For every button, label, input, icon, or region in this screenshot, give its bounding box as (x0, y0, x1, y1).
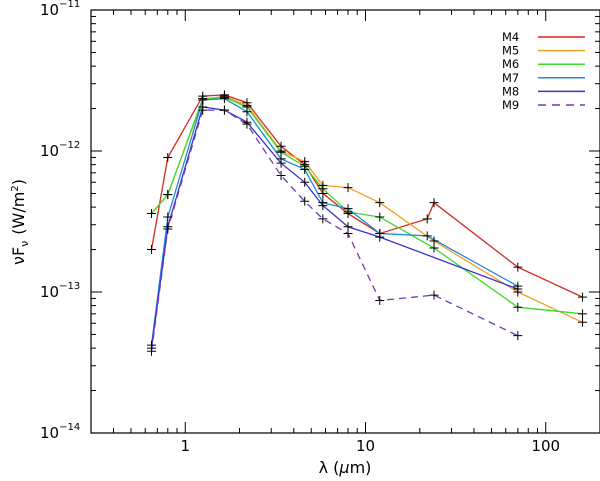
data-point-m7 (163, 212, 173, 222)
series-line-m9 (150, 109, 519, 352)
series-line-m7 (150, 98, 519, 346)
data-markers (147, 90, 588, 356)
plot-frame (90, 9, 600, 434)
y-tick-label: 10−13 (40, 281, 80, 301)
data-point-m8 (300, 177, 310, 187)
data-point-m4 (513, 262, 523, 272)
x-tick-label: 10 (356, 437, 375, 455)
data-point-m7 (300, 164, 310, 174)
data-point-m9 (300, 196, 310, 206)
series-line-m8 (150, 106, 519, 349)
data-point-m9 (513, 331, 523, 341)
legend-label: M7 (502, 71, 519, 85)
tick-labels: 1 10 100 10−14 10−13 10−12 10−11 (40, 0, 560, 455)
y-axis-label: νFν(W/m2) (9, 179, 31, 265)
x-tick-label: 100 (531, 437, 560, 455)
data-point-m9 (198, 105, 208, 115)
legend-label: M9 (502, 98, 519, 112)
data-point-m6 (375, 212, 385, 222)
data-point-m6 (147, 209, 157, 219)
data-point-m8 (513, 284, 523, 294)
legend-label: M6 (502, 57, 519, 71)
x-axis-label: λ (μm) (319, 458, 372, 477)
data-point-m9 (318, 214, 328, 224)
legend-label: M8 (502, 84, 519, 98)
y-tick-label: 10−11 (40, 0, 80, 19)
data-point-m6 (163, 190, 173, 200)
data-point-m6 (429, 243, 439, 253)
data-point-m7 (343, 204, 353, 214)
series-line-m6 (151, 96, 583, 315)
data-point-m9 (375, 296, 385, 306)
data-point-m4 (422, 214, 432, 224)
data-point-m6 (578, 309, 588, 319)
data-point-m6 (513, 302, 523, 312)
data-point-m7 (422, 231, 432, 241)
legend-label: M5 (502, 44, 519, 58)
x-tick-label: 1 (180, 437, 190, 455)
data-point-m8 (276, 158, 286, 168)
data-point-m4 (429, 198, 439, 208)
data-point-m9 (219, 105, 229, 115)
data-point-m7 (219, 94, 229, 104)
data-point-m9 (343, 228, 353, 238)
y-tick-label: 10−12 (40, 140, 80, 160)
data-point-m9 (147, 346, 157, 356)
axis-ticks (90, 9, 600, 434)
legend-label: M4 (502, 30, 519, 44)
data-point-m7 (242, 107, 252, 117)
data-point-m8 (318, 201, 328, 211)
y-tick-label: 10−14 (40, 422, 80, 442)
data-point-m9 (163, 224, 173, 234)
data-point-m5 (343, 183, 353, 193)
data-point-m8 (375, 232, 385, 242)
data-point-m6 (318, 184, 328, 194)
data-point-m4 (163, 152, 173, 162)
data-point-m9 (276, 171, 286, 181)
data-point-m4 (147, 245, 157, 255)
data-point-m5 (578, 317, 588, 327)
data-point-m5 (375, 198, 385, 208)
data-point-m9 (242, 119, 252, 129)
series-lines (150, 94, 583, 352)
data-point-m9 (429, 290, 439, 300)
data-point-m4 (578, 292, 588, 302)
